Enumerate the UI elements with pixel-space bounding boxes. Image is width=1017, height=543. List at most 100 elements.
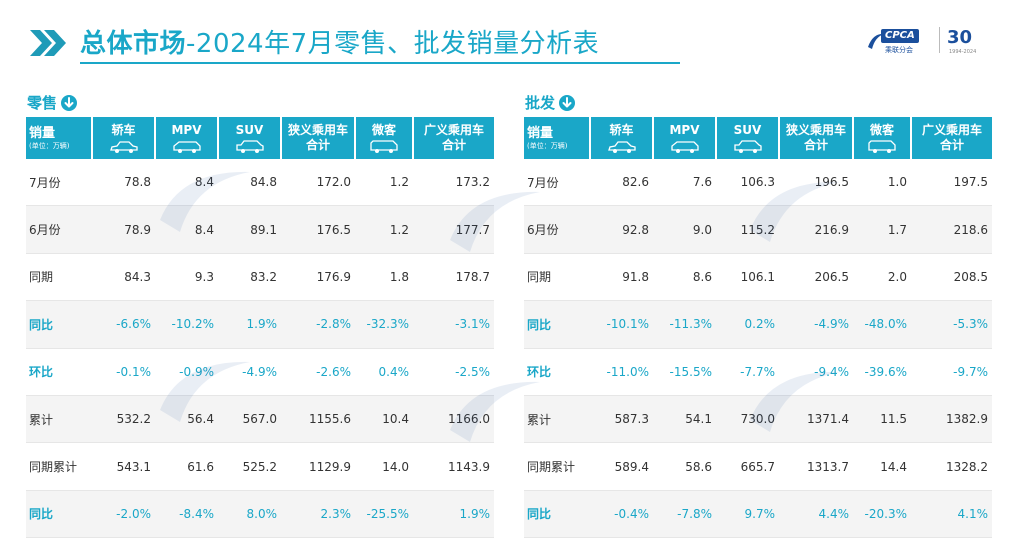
table-cell: 9.7%	[716, 490, 779, 539]
anniversary-logo: 30	[947, 27, 973, 48]
table-row: 累计 532.2 56.4 567.0 1155.6 10.4 1166.0	[26, 395, 494, 444]
table-cell: 84.8	[218, 159, 281, 207]
table-cell: 106.3	[716, 159, 779, 207]
logo-divider	[939, 27, 940, 53]
table-row: 同期 84.3 9.3 83.2 176.9 1.8 178.7	[26, 253, 494, 302]
table-cell: 0.2%	[716, 300, 779, 349]
table-cell: -11.0%	[590, 348, 653, 396]
table-cell: -2.5%	[413, 348, 494, 396]
column-header-label-line2: 合计	[305, 138, 330, 152]
column-header-label-line2: 合计	[803, 138, 828, 152]
table-cell: 567.0	[218, 395, 281, 444]
column-header-narrow-total: 狭义乘用车 合计	[280, 117, 355, 159]
table-cell: 525.2	[218, 442, 281, 491]
table-cell: 4.1%	[911, 490, 992, 539]
column-header-label: 狭义乘用车	[785, 123, 846, 137]
table-cell: 1371.4	[779, 395, 853, 444]
table-cell: 665.7	[716, 442, 779, 491]
wholesale-table: 销量 (单位：万辆) 轿车 MPV	[524, 117, 992, 539]
column-header-label: 狭义乘用车	[287, 123, 348, 137]
row-label: 6月份	[26, 205, 92, 254]
cpca-logo: CPCA 乘联分会 30 1994-2024	[867, 25, 997, 59]
table-cell: 8.6	[653, 253, 716, 302]
row-label: 同期	[524, 253, 590, 302]
table-cell: 91.8	[590, 253, 653, 302]
table-cell: 83.2	[218, 253, 281, 302]
table-cell: 1.0	[853, 159, 911, 207]
table-cell: -0.9%	[155, 348, 218, 396]
table-cell: 176.5	[281, 205, 355, 254]
table-cell: -7.7%	[716, 348, 779, 396]
mpv-car-icon	[172, 140, 201, 153]
row-label: 6月份	[524, 205, 590, 254]
header-label-cell: 销量 (单位：万辆)	[26, 117, 92, 159]
column-header-label: SUV	[733, 122, 762, 137]
table-row: 7月份 78.8 8.4 84.8 172.0 1.2 173.2	[26, 159, 494, 207]
sedan-car-icon	[607, 140, 636, 153]
column-header-label: 轿车	[609, 122, 634, 137]
column-header-label: 微客	[371, 122, 396, 137]
arrow-down-circle-icon	[61, 95, 78, 111]
table-cell: 216.9	[779, 205, 853, 254]
column-header-broad-total: 广义乘用车 合计	[412, 117, 494, 159]
table-cell: -2.6%	[281, 348, 355, 396]
sedan-car-icon	[109, 140, 138, 153]
table-cell: 115.2	[716, 205, 779, 254]
column-header-label: 微客	[869, 122, 894, 137]
table-cell: -10.2%	[155, 300, 218, 349]
wholesale-header-row: 销量 (单位：万辆) 轿车 MPV	[524, 117, 992, 159]
table-cell: 8.4	[155, 205, 218, 254]
table-cell: 172.0	[281, 159, 355, 207]
table-cell: 197.5	[911, 159, 992, 207]
row-label: 同比	[524, 490, 590, 539]
logo-brand-sub: 乘联分会	[885, 46, 913, 54]
header-unit: (单位：万辆)	[527, 141, 568, 150]
table-cell: 206.5	[779, 253, 853, 302]
table-cell: -3.1%	[413, 300, 494, 349]
table-cell: 58.6	[653, 442, 716, 491]
retail-section-title: 零售	[27, 93, 78, 113]
table-cell: 543.1	[92, 442, 155, 491]
table-cell: 92.8	[590, 205, 653, 254]
table-cell: 1328.2	[911, 442, 992, 491]
column-header-label: MPV	[669, 122, 700, 137]
row-label: 累计	[26, 395, 92, 444]
header-label-cell: 销量 (单位：万辆)	[524, 117, 590, 159]
row-label: 同比	[26, 300, 92, 349]
table-row: 同比 -6.6% -10.2% 1.9% -2.8% -32.3% -3.1%	[26, 300, 494, 349]
table-cell: -2.8%	[281, 300, 355, 349]
table-cell: 1155.6	[281, 395, 355, 444]
table-cell: -4.9%	[779, 300, 853, 349]
table-cell: 1.8	[355, 253, 413, 302]
table-cell: -0.4%	[590, 490, 653, 539]
table-row: 同比 -10.1% -11.3% 0.2% -4.9% -48.0% -5.3%	[524, 300, 992, 349]
table-cell: 1.9%	[218, 300, 281, 349]
column-header-label-line2: 合计	[441, 138, 466, 152]
table-cell: 10.4	[355, 395, 413, 444]
table-cell: 78.9	[92, 205, 155, 254]
table-cell: -4.9%	[218, 348, 281, 396]
table-cell: 1.7	[853, 205, 911, 254]
table-cell: 1382.9	[911, 395, 992, 444]
table-cell: 196.5	[779, 159, 853, 207]
table-cell: 1143.9	[413, 442, 494, 491]
table-cell: 78.8	[92, 159, 155, 207]
column-header-sedan: 轿车	[91, 117, 155, 159]
table-cell: 218.6	[911, 205, 992, 254]
table-cell: 177.7	[413, 205, 494, 254]
table-cell: 1313.7	[779, 442, 853, 491]
row-label: 累计	[524, 395, 590, 444]
column-header-minivan: 微客	[852, 117, 911, 159]
table-cell: 1.2	[355, 205, 413, 254]
header-unit: (单位：万辆)	[29, 141, 70, 150]
row-label: 7月份	[524, 159, 590, 207]
table-cell: -32.3%	[355, 300, 413, 349]
retail-header-row: 销量 (单位：万辆) 轿车 MPV	[26, 117, 494, 159]
table-cell: 2.0	[853, 253, 911, 302]
page-title: 总体市场-2024年7月零售、批发销量分析表	[80, 24, 599, 64]
row-label: 环比	[524, 348, 590, 396]
column-header-label: 广义乘用车	[921, 123, 982, 137]
minivan-icon	[370, 139, 398, 153]
table-row: 累计 587.3 54.1 730.0 1371.4 11.5 1382.9	[524, 395, 992, 444]
table-cell: -20.3%	[853, 490, 911, 539]
